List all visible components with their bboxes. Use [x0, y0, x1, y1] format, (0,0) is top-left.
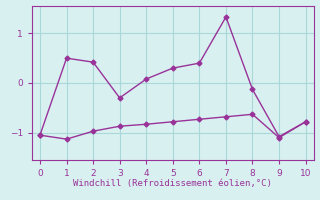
X-axis label: Windchill (Refroidissement éolien,°C): Windchill (Refroidissement éolien,°C)	[73, 179, 272, 188]
